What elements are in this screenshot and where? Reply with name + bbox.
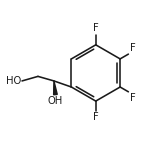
Text: F: F: [130, 43, 136, 53]
Text: HO: HO: [5, 76, 21, 86]
Text: F: F: [130, 93, 136, 103]
Polygon shape: [54, 81, 57, 95]
Text: F: F: [93, 23, 99, 33]
Text: OH: OH: [47, 96, 62, 106]
Text: F: F: [93, 112, 99, 123]
